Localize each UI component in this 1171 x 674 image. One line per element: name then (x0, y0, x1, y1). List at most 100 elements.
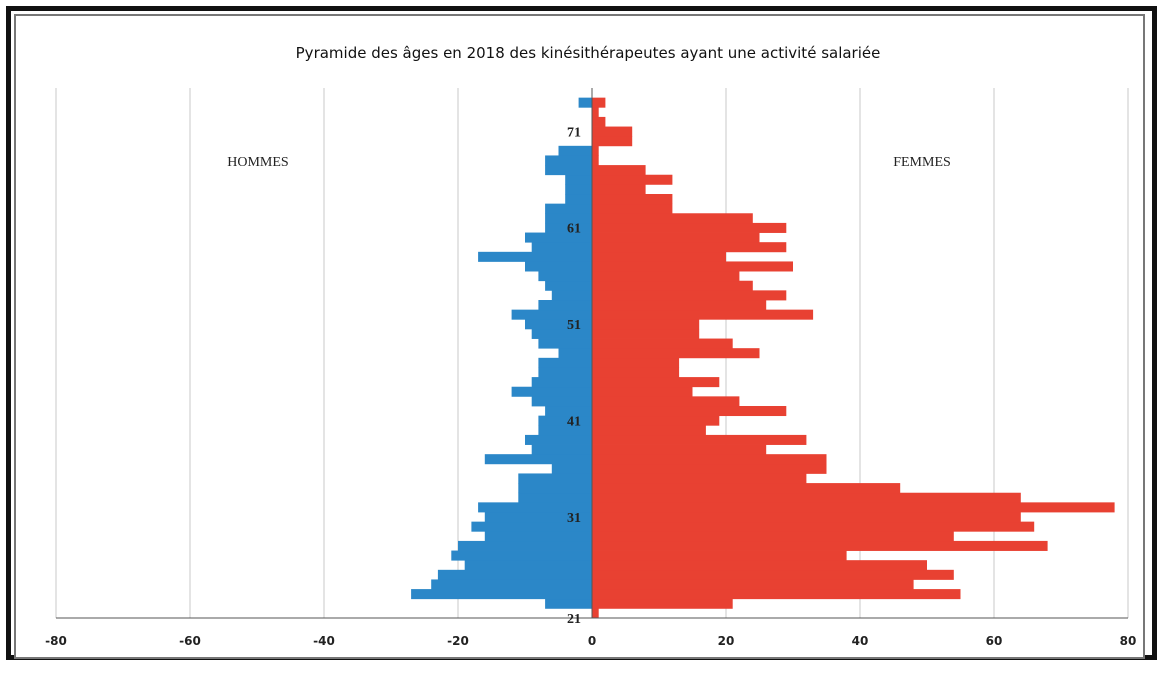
bar-femmes-age-25 (592, 569, 954, 580)
bar-hommes-age-60 (525, 232, 592, 243)
bar-femmes-age-21 (592, 608, 599, 619)
bar-hommes-age-59 (531, 242, 592, 253)
bar-hommes-age-31 (484, 512, 592, 523)
bar-femmes-age-46 (592, 367, 680, 378)
bar-femmes-age-71 (592, 126, 633, 137)
bar-hommes-age-63 (545, 203, 592, 214)
bar-femmes-age-29 (592, 531, 954, 542)
bar-femmes-age-64 (592, 194, 673, 205)
bar-femmes-age-27 (592, 550, 847, 561)
bar-hommes-age-41 (538, 415, 592, 426)
bar-femmes-age-59 (592, 242, 787, 253)
bar-femmes-age-32 (592, 502, 1115, 513)
bar-femmes-age-67 (592, 165, 646, 176)
bar-femmes-age-60 (592, 232, 760, 243)
bar-femmes-age-34 (592, 483, 901, 494)
bar-femmes-age-52 (592, 309, 814, 320)
bar-femmes-age-36 (592, 463, 827, 474)
x-tick-label: 0 (588, 634, 596, 648)
bar-femmes-age-68 (592, 155, 599, 166)
bar-hommes-age-56 (538, 271, 592, 282)
x-tick-label: 40 (852, 634, 869, 648)
bar-hommes-age-62 (545, 213, 592, 224)
bar-hommes-age-65 (565, 184, 592, 195)
bar-hommes-age-48 (558, 348, 592, 359)
bar-femmes-age-65 (592, 184, 646, 195)
bar-hommes-age-28 (458, 540, 592, 551)
bar-femmes-age-41 (592, 415, 720, 426)
bar-femmes-age-53 (592, 300, 767, 311)
bar-hommes-age-49 (538, 338, 592, 349)
bar-hommes-age-44 (511, 386, 592, 397)
bar-hommes-age-37 (484, 454, 592, 465)
y-tick-label-age-61: 61 (567, 222, 581, 237)
bar-hommes-age-52 (511, 309, 592, 320)
left-series-label: HOMMES (227, 155, 288, 170)
bar-hommes-age-40 (538, 425, 592, 436)
bar-hommes-age-43 (531, 396, 592, 407)
bar-hommes-age-55 (545, 280, 592, 291)
chart-title: Pyramide des âges en 2018 des kinésithér… (296, 44, 881, 62)
bar-hommes-age-68 (545, 155, 592, 166)
bar-hommes-age-23 (411, 589, 592, 600)
bar-femmes-age-28 (592, 540, 1048, 551)
bar-femmes-age-57 (592, 261, 793, 272)
x-tick-label: -40 (313, 634, 335, 648)
bar-hommes-age-50 (531, 328, 592, 339)
bar-femmes-age-74 (592, 97, 606, 108)
bar-hommes-age-61 (545, 222, 592, 233)
bar-hommes-age-42 (545, 406, 592, 417)
bar-hommes-age-45 (531, 377, 592, 388)
right-series-label: FEMMES (893, 155, 951, 170)
bar-hommes-age-51 (525, 319, 592, 330)
bar-femmes-age-48 (592, 348, 760, 359)
bar-hommes-age-74 (578, 97, 592, 108)
bar-femmes-age-51 (592, 319, 700, 330)
bar-femmes-age-40 (592, 425, 706, 436)
x-tick-label: -60 (179, 634, 201, 648)
bar-femmes-age-61 (592, 222, 787, 233)
bar-hommes-age-54 (551, 290, 592, 301)
bar-femmes-age-35 (592, 473, 807, 484)
bar-femmes-age-30 (592, 521, 1035, 532)
y-tick-label-age-31: 31 (567, 511, 581, 526)
bar-femmes-age-43 (592, 396, 740, 407)
bar-femmes-age-66 (592, 174, 673, 185)
bar-hommes-age-38 (531, 444, 592, 455)
bar-hommes-age-46 (538, 367, 592, 378)
bar-femmes-age-54 (592, 290, 787, 301)
y-tick-label-age-71: 71 (567, 125, 581, 140)
x-tick-label: 20 (718, 634, 735, 648)
bar-femmes-age-47 (592, 357, 680, 368)
bar-hommes-age-57 (525, 261, 592, 272)
x-tick-label: 80 (1120, 634, 1137, 648)
bar-hommes-age-36 (551, 463, 592, 474)
y-tick-label-age-21: 21 (567, 612, 581, 627)
bar-hommes-age-29 (484, 531, 592, 542)
bar-femmes-age-33 (592, 492, 1021, 503)
bar-hommes-age-64 (565, 194, 592, 205)
bar-femmes-age-37 (592, 454, 827, 465)
bar-femmes-age-45 (592, 377, 720, 388)
bar-femmes-age-72 (592, 116, 606, 127)
bar-femmes-age-31 (592, 512, 1021, 523)
bar-hommes-age-32 (478, 502, 592, 513)
bar-femmes-age-44 (592, 386, 693, 397)
bar-hommes-age-34 (518, 483, 592, 494)
bar-hommes-age-26 (464, 560, 592, 571)
bar-femmes-age-23 (592, 589, 961, 600)
bar-femmes-age-24 (592, 579, 914, 590)
y-tick-label-age-41: 41 (567, 414, 581, 429)
bar-hommes-age-66 (565, 174, 592, 185)
bar-femmes-age-56 (592, 271, 740, 282)
bar-femmes-age-49 (592, 338, 733, 349)
bar-femmes-age-58 (592, 251, 726, 262)
bar-femmes-age-26 (592, 560, 927, 571)
bar-hommes-age-25 (437, 569, 592, 580)
bar-femmes-age-63 (592, 203, 673, 214)
bar-hommes-age-53 (538, 300, 592, 311)
bar-femmes-age-50 (592, 328, 700, 339)
bar-hommes-age-69 (558, 145, 592, 156)
x-tick-label: 60 (986, 634, 1003, 648)
bar-hommes-age-27 (451, 550, 592, 561)
